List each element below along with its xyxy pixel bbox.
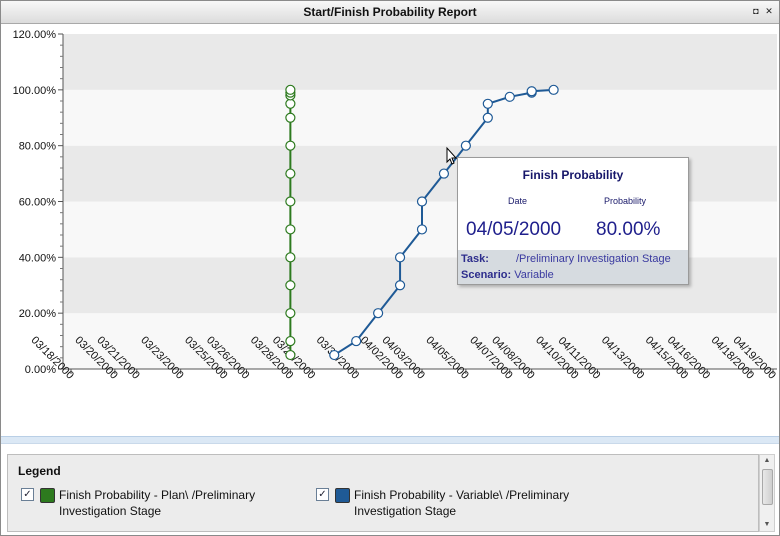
legend-scrollbar[interactable]: ▲ ▼ <box>759 454 775 532</box>
legend-plan-label: Finish Probability - Plan\ /Preliminary … <box>59 488 256 518</box>
tooltip-scenario-label: Scenario: <box>461 269 512 281</box>
legend-panel: Legend ✓ Finish Probability - Plan\ /Pre… <box>7 454 759 532</box>
legend-variable-label: Finish Probability - Variable\ /Prelimin… <box>354 488 570 518</box>
plan-data-point <box>285 84 296 95</box>
tooltip-probability-value: 80.00% <box>596 219 661 240</box>
scroll-thumb[interactable] <box>762 469 773 505</box>
plan-data-point <box>285 224 296 235</box>
variable-data-point <box>504 91 515 102</box>
plan-data-point <box>285 308 296 319</box>
variable-data-point <box>482 98 493 109</box>
scroll-down-icon[interactable]: ▼ <box>763 521 771 528</box>
variable-data-point <box>526 86 537 97</box>
y-tick-label: 0.00% <box>25 364 56 376</box>
variable-data-point <box>416 224 428 235</box>
grid-band <box>63 34 777 90</box>
y-tick-label: 20.00% <box>19 308 57 320</box>
y-tick-label: 100.00% <box>13 85 57 97</box>
tooltip-scenario-value: Variable <box>514 269 554 281</box>
legend-plan-checkbox[interactable]: ✓ <box>21 488 34 501</box>
variable-data-point <box>460 140 471 151</box>
variable-data-point <box>394 252 406 263</box>
panel-splitter[interactable] <box>1 436 779 444</box>
y-tick-label: 80.00% <box>19 141 57 153</box>
tooltip-date-header: Date <box>508 196 528 206</box>
title-bar: Start/Finish Probability Report ◘ ✕ <box>1 1 779 24</box>
close-icon[interactable]: ✕ <box>765 6 773 16</box>
variable-data-point <box>329 349 340 361</box>
tooltip-task-row: Task: /Preliminary Investigation Stage <box>461 253 687 265</box>
tooltip-task-label: Task: <box>461 253 489 265</box>
y-tick-label: 40.00% <box>19 252 57 264</box>
scroll-up-icon[interactable]: ▲ <box>763 457 771 464</box>
variable-data-point <box>482 112 493 123</box>
plan-data-point <box>285 349 296 361</box>
grid-band <box>63 313 777 369</box>
legend-plan-swatch <box>40 488 55 503</box>
y-tick-label: 60.00% <box>19 197 57 209</box>
grid-band <box>63 89 777 146</box>
tooltip-title: Finish Probability <box>522 168 624 182</box>
tooltip-footer: Task: /Preliminary Investigation Stage S… <box>458 250 688 284</box>
legend-variable-swatch <box>335 488 350 503</box>
tooltip-probability-header: Probability <box>604 196 647 206</box>
variable-data-point <box>416 196 428 207</box>
plan-data-point <box>285 196 296 207</box>
restore-icon[interactable]: ◘ <box>753 6 759 16</box>
legend-title: Legend <box>18 464 61 478</box>
plan-data-point <box>285 168 296 179</box>
plan-data-point <box>285 335 296 347</box>
variable-data-point <box>373 308 384 319</box>
variable-data-point <box>394 280 406 291</box>
plan-data-point <box>285 280 296 291</box>
hand-pointer-icon <box>446 146 458 165</box>
window-title: Start/Finish Probability Report <box>303 5 477 19</box>
variable-data-point <box>548 84 559 95</box>
legend-variable-checkbox[interactable]: ✓ <box>316 488 329 501</box>
variable-data-point <box>351 335 362 347</box>
y-tick-label: 120.00% <box>13 29 57 41</box>
plan-data-point <box>285 98 296 109</box>
plan-data-point <box>285 140 296 151</box>
tooltip-scenario-row: Scenario: Variable <box>461 269 554 281</box>
data-point-tooltip: Finish Probability Date Probability 04/0… <box>457 157 689 285</box>
variable-data-point <box>438 168 450 179</box>
plan-data-point <box>285 112 296 123</box>
plan-data-point <box>285 252 296 263</box>
tooltip-task-value: /Preliminary Investigation Stage <box>516 253 671 265</box>
tooltip-date-value: 04/05/2000 <box>466 219 562 240</box>
